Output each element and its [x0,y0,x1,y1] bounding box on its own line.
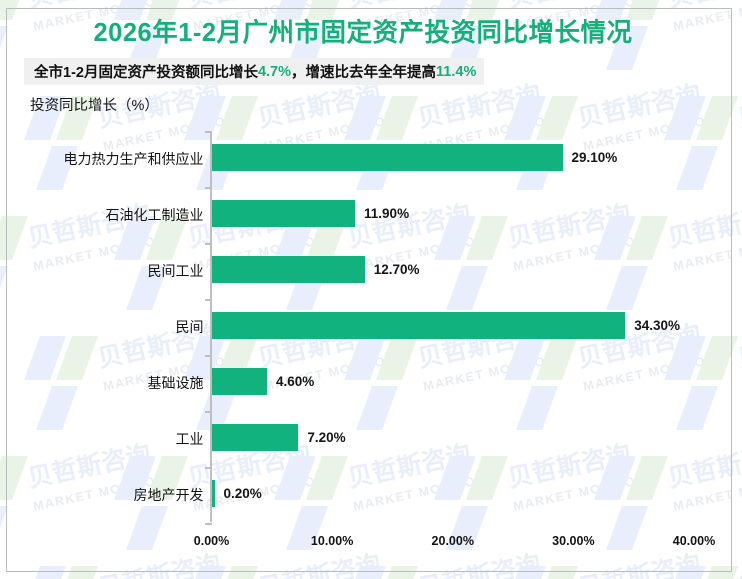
bar-value-label: 11.90% [364,205,410,221]
category-label: 民间工业 [147,262,204,279]
y-axis-tick [204,187,212,189]
chart-card [6,8,732,572]
bar-7 [211,479,215,507]
watermark-cn-text: 贝哲斯咨询 [735,79,742,134]
category-label: 电力热力生产和供应业 [63,150,204,167]
x-axis-tick-label: 40.00% [672,534,716,548]
bar-4 [211,311,626,339]
page-title: 2026年1-2月广州市固定资产投资同比增长情况 [93,19,633,47]
subtitle-text-part1: 全市1-2月固定资产投资额同比增长 [34,65,258,81]
x-axis-tick-label: 30.00% [552,534,595,548]
category-label: 房地产开发 [133,486,204,503]
bar-value-label: 29.10% [571,149,618,165]
y-axis-line [210,131,212,522]
category-label: 工业 [175,430,204,447]
y-axis-tick [204,243,212,245]
subtitle-highlight-increase: 11.4% [436,63,477,80]
y-axis-tick [204,523,212,525]
x-axis-tick-label: 0.00% [193,534,230,548]
bar-value-label: 12.70% [373,261,420,277]
x-axis-tick-label: 10.00% [310,534,354,548]
x-axis-tick-label: 20.00% [431,534,474,548]
bar-6 [211,423,299,451]
category-label: 基础设施 [147,374,204,391]
category-label: 石油化工制造业 [105,206,204,223]
y-axis-tick [204,355,212,357]
y-axis-tick [204,467,212,469]
subtitle-banner: 全市1-2月固定资产投资额同比增长 4.7% ，增速比去年全年提高 11.4% [24,58,485,85]
bar-3 [211,255,365,283]
y-axis-tick [204,299,212,301]
bar-1 [211,143,563,171]
bar-2 [211,199,356,227]
bar-chart-plot: 29.10% 电力热力生产和供应业 11.90% 石油化工制造业 12.70% 民间工业 3… [63,131,716,548]
y-axis-tick [204,131,212,133]
y-axis-tick [204,411,212,413]
bar-value-label: 7.20% [307,429,346,445]
bar-value-label: 34.30% [634,317,681,333]
bar-value-label: 0.20% [223,485,262,501]
watermark-cn-text: 贝哲斯咨询 [735,319,742,374]
bar-value-label: 4.60% [275,373,315,389]
category-label: 民间 [175,318,204,335]
bar-5 [211,367,267,395]
subtitle-highlight-growth: 4.7% [257,63,292,80]
watermark-cn-text: 贝哲斯咨询 [735,549,742,579]
axis-unit-label: 投资同比增长（%） [30,98,159,114]
subtitle-text-part2: ，增速比去年全年提高 [291,65,437,81]
